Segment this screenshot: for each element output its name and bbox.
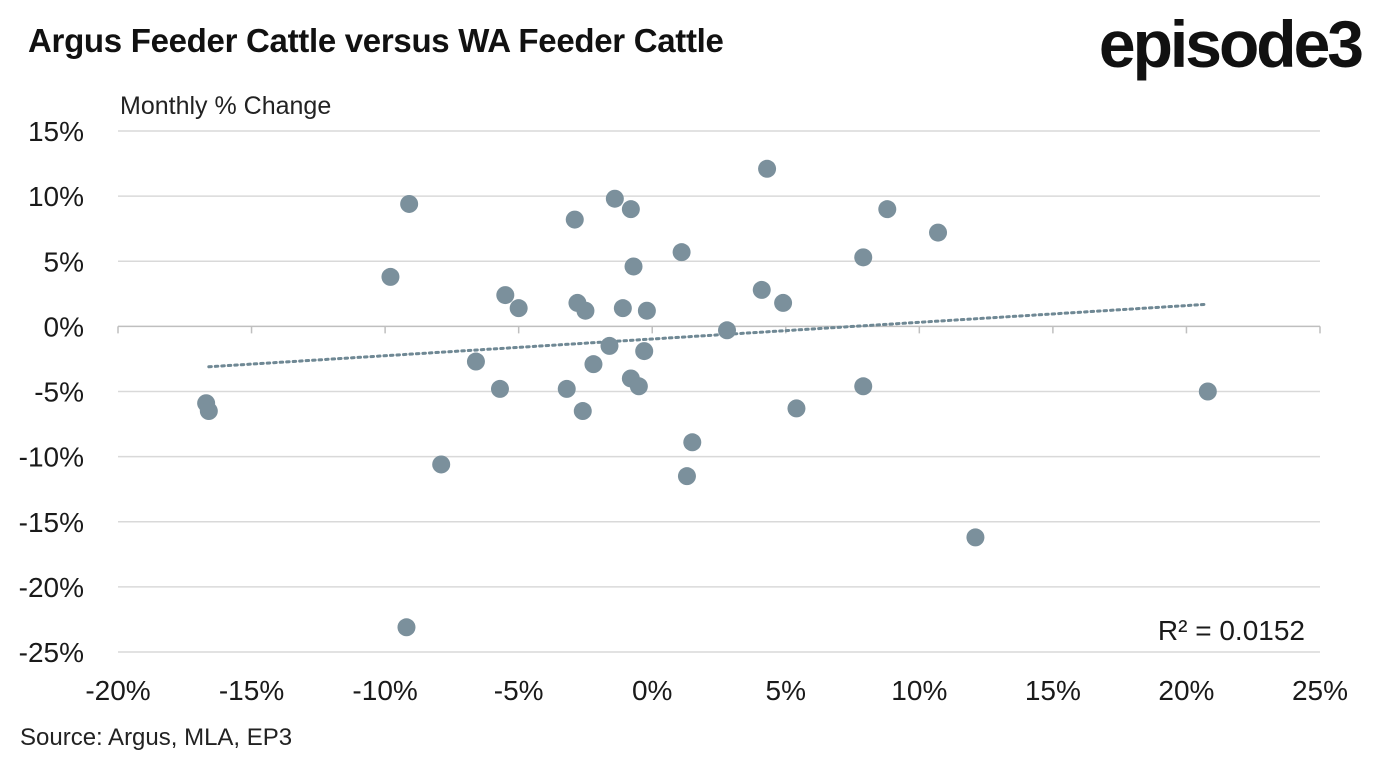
x-tick-label: -15% (219, 675, 284, 706)
data-point (1198, 382, 1217, 401)
y-tick-label: -25% (19, 637, 84, 668)
x-tick-label: 15% (1025, 675, 1081, 706)
data-point (605, 189, 624, 208)
y-axis-label: Monthly % Change (120, 92, 332, 120)
data-point (878, 200, 897, 219)
data-point (677, 467, 696, 486)
episode3-logo: episode3 (1098, 7, 1364, 81)
data-point (629, 377, 648, 396)
x-tick-label: 20% (1158, 675, 1214, 706)
x-tick-label: 10% (891, 675, 947, 706)
x-tick-label: 5% (766, 675, 806, 706)
y-tick-label: 10% (28, 181, 84, 212)
data-point (854, 248, 873, 267)
data-point (672, 243, 691, 262)
data-point (584, 355, 603, 374)
data-point (635, 342, 654, 361)
data-point (600, 336, 619, 355)
x-tick-label: 0% (632, 675, 672, 706)
data-point (400, 194, 419, 213)
data-point (573, 402, 592, 421)
y-tick-label: 5% (44, 246, 84, 277)
data-point (774, 293, 793, 312)
data-point (929, 223, 948, 242)
chart-title: Argus Feeder Cattle versus WA Feeder Cat… (28, 22, 724, 59)
y-tick-label: 15% (28, 116, 84, 147)
data-point (432, 455, 451, 474)
x-tick-label: 25% (1292, 675, 1348, 706)
data-point (490, 379, 509, 398)
gridlines (118, 130, 1320, 653)
r-squared-annotation: R² = 0.0152 (1158, 615, 1305, 646)
data-point (576, 301, 595, 320)
data-point (509, 299, 528, 318)
data-point (199, 402, 218, 421)
y-tick-label: -5% (34, 377, 84, 408)
x-tick-labels: -20% -15% -10% -5% 0% 5% 10% 15% 20% 25% (85, 675, 1348, 706)
data-point (466, 352, 485, 371)
trendline (207, 302, 1210, 369)
x-tick-label: -10% (352, 675, 417, 706)
data-point (621, 200, 640, 219)
data-point (787, 399, 806, 418)
data-point (397, 618, 416, 637)
data-point (718, 321, 737, 340)
data-point (496, 286, 515, 305)
data-point (758, 159, 777, 178)
data-point (854, 377, 873, 396)
data-point (752, 280, 771, 299)
data-point (637, 301, 656, 320)
data-point (613, 299, 632, 318)
data-point (381, 267, 400, 286)
x-tick-label: -20% (85, 675, 150, 706)
scatter-points (197, 159, 1217, 637)
trendline-layer (207, 302, 1210, 369)
source-note: Source: Argus, MLA, EP3 (20, 724, 293, 751)
y-tick-labels: 15% 10% 5% 0% -5% -10% -15% -20% -25% (19, 116, 84, 668)
data-point (557, 379, 576, 398)
data-point (624, 257, 643, 276)
data-point (966, 528, 985, 547)
y-tick-label: -20% (19, 572, 84, 603)
y-tick-label: -10% (19, 442, 84, 473)
y-tick-label: 0% (44, 311, 84, 342)
y-tick-label: -15% (19, 507, 84, 538)
data-point (683, 433, 702, 452)
data-point (565, 210, 584, 229)
x-tick-label: -5% (494, 675, 544, 706)
